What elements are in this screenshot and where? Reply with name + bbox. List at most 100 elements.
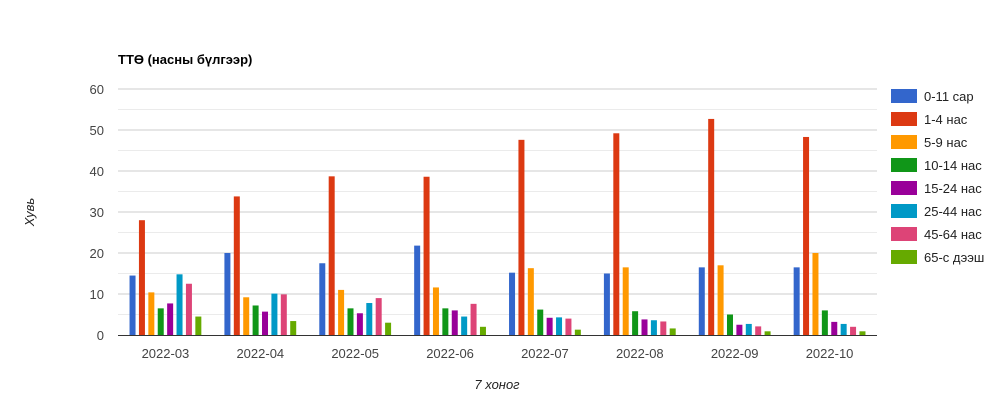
bar [233,196,240,335]
bar [176,274,183,335]
legend-label: 10-14 нас [924,158,982,173]
y-axis-title: Хувь [22,198,37,228]
bar [385,322,392,335]
bar [129,275,136,335]
bar [271,293,278,335]
bar [366,303,373,335]
x-tick-label: 2022-03 [142,346,190,361]
bar [821,310,828,335]
legend-label: 0-11 сар [924,89,974,104]
x-axis-ticks: 2022-03 2022-04 2022-05 2022-06 2022-07 2022-… [142,346,854,361]
bar [565,318,572,335]
bar [660,321,667,335]
x-tick-label: 2022-04 [236,346,284,361]
legend-swatch [891,158,917,172]
bar [698,267,705,335]
bars [129,118,866,336]
bar [632,311,639,335]
legend-swatch [891,135,917,149]
legend-swatch [891,181,917,195]
legend-label: 15-24 нас [924,181,982,196]
y-tick-label: 30 [90,205,104,220]
bar [461,316,468,335]
x-tick-label: 2022-06 [426,346,474,361]
bar [432,287,439,335]
bar [195,316,202,335]
bar [347,308,354,335]
bar [726,314,733,335]
bar [224,253,231,335]
bar [537,309,544,335]
bar [479,326,486,335]
bar [755,326,762,335]
bar [243,297,250,335]
bar [831,321,838,335]
legend-swatch [891,112,917,126]
bar [138,220,145,335]
bar [840,323,847,335]
bar [518,139,525,335]
bar [613,133,620,335]
bar [262,311,269,335]
x-axis-title: 7 хоног [474,377,520,392]
bar [736,324,743,335]
bar [717,265,724,335]
bar [527,268,534,335]
bar [451,310,458,335]
x-tick-label: 2022-07 [521,346,569,361]
bar [859,331,866,335]
legend-label: 45-64 нас [924,227,982,242]
y-tick-label: 40 [90,164,104,179]
bar [442,308,449,335]
x-tick-label: 2022-09 [711,346,759,361]
bar [793,267,800,335]
chart-title: ТТӨ (насны бүлгээр) [118,52,252,67]
bar [280,294,287,335]
bar [328,176,335,335]
bar [546,317,553,335]
bar [574,329,581,335]
bar [556,317,563,335]
legend-label: 5-9 нас [924,135,968,150]
legend-label: 25-44 нас [924,204,982,219]
bar [167,303,174,335]
bar [375,298,382,335]
bar [764,331,771,335]
x-tick-label: 2022-08 [616,346,664,361]
legend-label: 1-4 нас [924,112,968,127]
bar [509,272,516,335]
x-tick-label: 2022-05 [331,346,379,361]
bar [745,323,752,335]
y-tick-label: 60 [90,82,104,97]
bar [252,305,259,335]
bar [423,176,430,335]
legend-swatch [891,250,917,264]
bar [708,118,715,336]
bar [185,283,192,335]
bar [157,308,164,335]
bar [622,267,629,335]
y-tick-label: 50 [90,123,104,138]
bar [850,326,857,335]
legend-swatch [891,227,917,241]
bar [148,292,155,335]
y-tick-label: 10 [90,287,104,302]
bar [319,263,326,335]
bar [669,328,676,335]
y-tick-label: 0 [97,328,104,343]
bar [290,321,297,335]
bar [812,253,819,335]
legend-swatch [891,89,917,103]
bar [603,273,610,335]
legend-swatch [891,204,917,218]
bar [803,136,810,335]
legend-label: 65-с дээш [924,250,984,265]
bar [414,245,421,335]
bar [470,303,477,335]
grid-lines [118,88,877,315]
bar [650,320,657,335]
y-tick-label: 20 [90,246,104,261]
x-tick-label: 2022-10 [806,346,854,361]
bar [641,319,648,335]
